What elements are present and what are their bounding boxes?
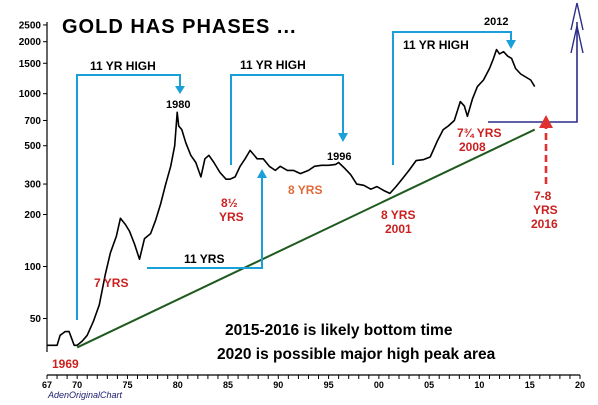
- low-label-7yrs: 7 YRS: [94, 276, 128, 290]
- forecast-up-arrow-2: [570, 25, 584, 54]
- x-tick-label: 67: [42, 380, 52, 390]
- y-tick-label: 2000: [19, 37, 42, 48]
- peak-label-1980: 1980: [166, 99, 190, 111]
- low-label-8half-yrs: YRS: [219, 210, 244, 224]
- bracket-1969-1980: [76, 74, 181, 320]
- x-tick-label: 90: [273, 380, 283, 390]
- bracket-arrow-1996: [338, 133, 348, 142]
- y-tick-label: 300: [24, 180, 41, 191]
- forecast-label-2016: 2016: [531, 217, 558, 231]
- x-tick-label: 85: [223, 380, 233, 390]
- low-label-2008: 2008: [459, 140, 486, 154]
- bracket-arrow-1985: [257, 169, 267, 178]
- high-label-1: 11 YR HIGH: [90, 59, 156, 73]
- high-label-2: 11 YR HIGH: [240, 58, 306, 72]
- x-tick-label: 70: [72, 380, 82, 390]
- y-tick-label: 100: [24, 262, 41, 273]
- bracket-1976-1985: [147, 175, 263, 269]
- bracket-arrow-1980: [175, 86, 185, 94]
- chart-title: GOLD HAS PHASES ...: [62, 16, 297, 38]
- low-label-1969: 1969: [52, 357, 79, 371]
- forecast-label-7-8: 7-8: [534, 189, 552, 203]
- y-tick-label: 2500: [19, 20, 42, 31]
- y-tick-label: 1500: [19, 59, 42, 70]
- gold-price-line: [47, 48, 536, 347]
- phase-brackets: [76, 31, 516, 320]
- y-tick-label: 1000: [19, 89, 42, 100]
- forecast-label-yrs: YRS: [533, 203, 558, 217]
- low-label-2001: 2001: [385, 222, 412, 236]
- forecast-bracket: [488, 22, 578, 123]
- low-label-8yrs-2001: 8 YRS: [381, 208, 415, 222]
- y-tick-label: 50: [30, 314, 42, 325]
- low-label-8half: 8½: [221, 196, 238, 210]
- forecast-up-arrow-1: [570, 2, 584, 31]
- x-tick-label: 20: [575, 380, 585, 390]
- support-trendline: [76, 128, 536, 349]
- peak-label-2012: 2012: [484, 16, 508, 28]
- x-axis-ticks: 67 70 75 80 85 90 95 00 05 10 15 20: [42, 375, 585, 390]
- x-tick-label: 05: [424, 380, 434, 390]
- x-tick-label: 80: [173, 380, 183, 390]
- y-tick-label: 200: [24, 210, 41, 221]
- x-tick-label: 00: [374, 380, 384, 390]
- x-tick-label: 95: [324, 380, 334, 390]
- peak-label-1996: 1996: [327, 151, 351, 163]
- y-tick-label: 700: [24, 116, 41, 127]
- x-tick-label: 75: [122, 380, 132, 390]
- mid-11yrs-label: 11 YRS: [184, 252, 224, 266]
- x-tick-label: 15: [525, 380, 535, 390]
- note-line-2: 2020 is possible major high peak area: [217, 346, 496, 363]
- source-label: AdenOriginalChart: [47, 390, 123, 400]
- bracket-1985-1996: [230, 74, 344, 165]
- bracket-arrow-2012: [506, 40, 516, 49]
- low-label-8yrs-orange: 8 YRS: [288, 183, 322, 197]
- high-label-3: 11 YR HIGH: [403, 38, 469, 52]
- bracket-2001-2012: [392, 31, 512, 165]
- y-axis-ticks: 2500 2000 1500 1000 700 500 300 200 100 50: [19, 20, 47, 325]
- note-line-1: 2015-2016 is likely bottom time: [225, 322, 453, 339]
- y-tick-label: 500: [24, 141, 41, 152]
- low-label-7-3-4yrs: 7¾ YRS: [457, 126, 501, 140]
- forecast-arrow-head: [539, 115, 553, 128]
- x-tick-label: 10: [474, 380, 484, 390]
